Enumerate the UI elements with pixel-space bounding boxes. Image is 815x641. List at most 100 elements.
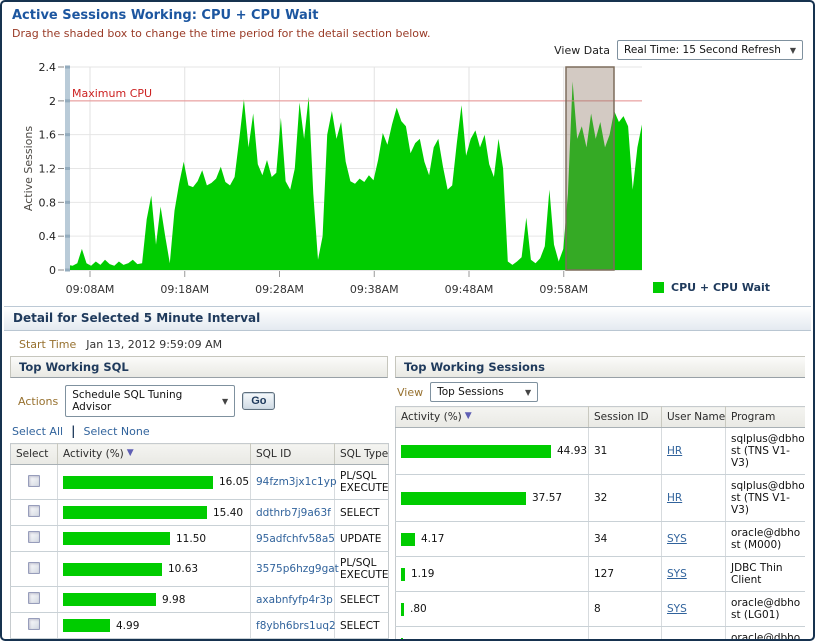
user-name-link[interactable]: SYS	[667, 568, 687, 580]
select-links-row: Select All | Select None	[10, 421, 388, 443]
start-time-row: Start Time Jan 13, 2012 9:59:09 AM	[19, 338, 222, 351]
activity-value: 4.99	[116, 619, 140, 632]
activity-bar	[63, 593, 156, 606]
user-name-link[interactable]: HR	[667, 492, 683, 504]
sql-row-select-cell	[10, 638, 58, 639]
sessions-table-row: .40 6 SYS oracle@dbhost (LGWR)	[395, 626, 805, 639]
sql-id-link[interactable]: 3575p6hzg9gat	[256, 563, 339, 575]
sql-id-link[interactable]: 94fzm3jx1c1yp	[256, 476, 337, 488]
column-header-activity[interactable]: Activity (%) ▼	[395, 406, 589, 428]
user-name-link[interactable]: HR	[667, 445, 683, 457]
select-all-link[interactable]: Select All	[12, 424, 64, 438]
session-id-cell: 32	[588, 474, 662, 522]
column-header-activity-label: Activity (%)	[401, 411, 462, 423]
sessions-table-row: 4.17 34 SYS oracle@dbhost (M000)	[395, 521, 805, 557]
sql-id-link[interactable]: 95adfchfv58a5	[256, 532, 335, 545]
sort-descending-icon: ▼	[464, 411, 472, 421]
detail-panels: Top Working SQL Actions Schedule SQL Tun…	[10, 356, 805, 639]
sql-row-activity-cell: 16.05	[57, 464, 251, 500]
activity-value: 9.98	[162, 593, 186, 606]
view-data-selected-value: Real Time: 15 Second Refresh	[624, 44, 781, 56]
active-sessions-chart[interactable]: Maximum CPU 0 0.4 0.8 1.2 1.6 2 2.4 09:08AM 09:18…	[2, 60, 815, 302]
legend-color-swatch	[653, 282, 664, 293]
sql-row-select-cell	[10, 612, 58, 639]
sql-row-id-cell: 94fzm3jx1c1yp	[250, 464, 337, 500]
sql-panel-header: Top Working SQL	[10, 356, 388, 378]
actions-dropdown[interactable]: Schedule SQL Tuning Advisor ▼	[65, 385, 236, 417]
sql-row-type-cell: SELECT	[334, 499, 389, 526]
column-header-session-id[interactable]: Session ID	[588, 406, 662, 428]
session-program-cell: sqlplus@dbhost (TNS V1-V3)	[725, 427, 805, 475]
view-data-dropdown[interactable]: Real Time: 15 Second Refresh ▼	[617, 40, 803, 60]
column-header-sql-id[interactable]: SQL ID	[250, 443, 335, 465]
go-button[interactable]: Go	[242, 392, 276, 410]
session-user-cell: SYS	[661, 521, 726, 557]
detail-section-title: Detail for Selected 5 Minute Interval	[13, 311, 261, 325]
activity-bar	[63, 532, 170, 545]
activity-bar	[401, 491, 526, 505]
top-working-sessions-table: Activity (%) ▼ Session ID User Name Progr…	[395, 406, 805, 639]
start-time-label: Start Time	[19, 338, 77, 351]
sql-table-row: 15.40 ddthrb7j9a63f SELECT	[10, 499, 389, 526]
user-name-link[interactable]: SYS	[667, 603, 687, 615]
svg-text:1.2: 1.2	[39, 163, 57, 176]
column-header-activity-label: Activity (%)	[63, 448, 124, 460]
sessions-view-dropdown[interactable]: Top Sessions ▼	[430, 382, 539, 402]
row-checkbox[interactable]	[28, 618, 40, 630]
user-name-link[interactable]: SYS	[667, 533, 687, 545]
activity-value: 15.40	[213, 506, 244, 519]
chevron-down-icon: ▼	[789, 45, 796, 55]
activity-bar-wrap: 15.40	[63, 506, 245, 519]
column-header-user-name[interactable]: User Name	[661, 406, 726, 428]
chart-canvas[interactable]: Maximum CPU 0 0.4 0.8 1.2 1.6 2 2.4 09:08AM 09:18…	[2, 60, 815, 302]
activity-value: 11.50	[176, 532, 207, 545]
row-checkbox[interactable]	[28, 561, 40, 574]
sql-row-activity-cell: 4.99	[57, 612, 251, 639]
select-none-link[interactable]: Select None	[83, 424, 150, 438]
sql-row-select-cell	[10, 525, 58, 552]
activity-bar	[401, 532, 415, 546]
sql-row-type-cell: SELECT	[334, 586, 389, 613]
actions-label: Actions	[18, 394, 59, 408]
session-row-activity-cell: .40	[395, 626, 589, 639]
column-header-activity[interactable]: Activity (%) ▼	[57, 443, 251, 465]
top-working-sessions-panel: Top Working Sessions View Top Sessions ▼…	[395, 356, 805, 639]
sessions-table-row: 37.57 32 HR sqlplus@dbhost (TNS V1-V3)	[395, 474, 805, 522]
chevron-down-icon: ▼	[222, 396, 229, 406]
activity-value: 10.63	[168, 563, 199, 575]
column-header-program[interactable]: Program	[725, 406, 805, 428]
column-header-select[interactable]: Select	[10, 443, 58, 465]
svg-text:2.4: 2.4	[39, 61, 57, 74]
start-time-value: Jan 13, 2012 9:59:09 AM	[86, 338, 223, 351]
row-checkbox[interactable]	[28, 474, 40, 487]
session-user-cell: HR	[661, 474, 726, 522]
row-checkbox[interactable]	[28, 505, 40, 517]
session-id-cell: 34	[588, 521, 662, 557]
sessions-table-row: 1.19 127 SYS JDBC Thin Client	[395, 556, 805, 592]
activity-bar	[63, 619, 110, 632]
user-name-link[interactable]: SYS	[667, 638, 687, 639]
sql-row-activity-cell: 4.12	[57, 638, 251, 639]
activity-bar	[401, 567, 405, 581]
sessions-table-row: .80 8 SYS oracle@dbhost (LG01)	[395, 591, 805, 627]
activity-bar	[63, 475, 213, 489]
sql-row-type-cell: PL/SQL EXECUTE	[334, 551, 389, 587]
activity-bar-wrap: 44.93	[401, 444, 587, 458]
sql-row-type-cell: SELECT	[334, 612, 389, 639]
view-data-label: View Data	[554, 43, 610, 57]
sql-row-activity-cell: 15.40	[57, 499, 251, 526]
session-program-cell: JDBC Thin Client	[725, 556, 805, 592]
activity-bar-wrap: .40	[401, 637, 583, 639]
sql-id-link[interactable]: ddthrb7j9a63f	[256, 506, 331, 519]
row-checkbox[interactable]	[28, 531, 40, 543]
view-data-row: View Data Real Time: 15 Second Refresh ▼	[554, 40, 803, 60]
svg-text:1.6: 1.6	[39, 129, 57, 142]
row-checkbox[interactable]	[28, 592, 40, 604]
session-id-cell: 8	[588, 591, 662, 627]
sql-row-id-cell: dsv6nf68zgkuc	[250, 638, 335, 639]
sql-id-link[interactable]: axabnfyfp4r3p	[256, 593, 333, 606]
session-id-cell: 31	[588, 427, 662, 475]
column-header-sql-type[interactable]: SQL Type	[334, 443, 389, 465]
svg-text:0.8: 0.8	[39, 196, 57, 209]
sql-id-link[interactable]: f8ybh6brs1uq2	[256, 619, 336, 632]
